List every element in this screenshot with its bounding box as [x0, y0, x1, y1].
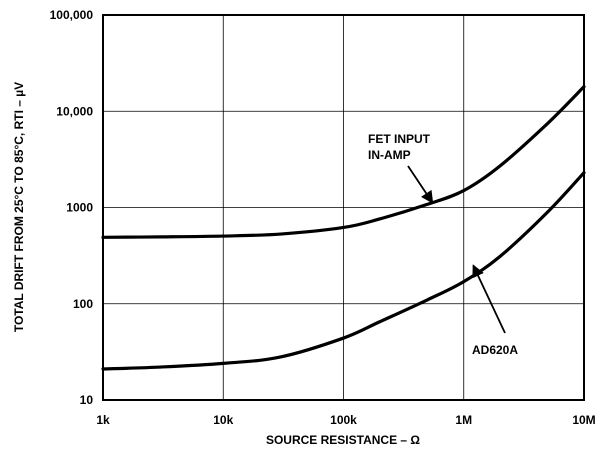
y-tick-label: 100 [73, 297, 93, 311]
x-axis-title: SOURCE RESISTANCE – Ω [266, 433, 420, 447]
y-axis-title: TOTAL DRIFT FROM 25°C TO 85°C, RTI – µV [12, 82, 26, 332]
tick-labels: 1k 10k 100k 1M 10M 10 100 1000 10,000 100,000 [50, 8, 596, 427]
annotation-arrow [407, 165, 434, 204]
series-line-1 [101, 171, 586, 371]
y-tick-label: 10 [80, 393, 94, 407]
y-tick-label: 100,000 [50, 8, 94, 22]
x-tick-label: 1k [96, 413, 110, 427]
y-tick-label: 1000 [66, 201, 93, 215]
x-tick-label: 10M [572, 413, 595, 427]
grid-lines [103, 15, 584, 400]
x-tick-label: 1M [455, 413, 472, 427]
annotation-label: FET INPUT [368, 132, 431, 146]
x-tick-label: 100k [330, 413, 357, 427]
plot-frame [102, 14, 585, 401]
annotation-arrow [472, 264, 506, 334]
annotation-label: AD620A [472, 343, 518, 357]
x-tick-label: 10k [213, 413, 233, 427]
y-tick-label: 10,000 [56, 104, 93, 118]
curve-layer [101, 85, 586, 371]
series-line-0 [101, 85, 586, 239]
annotation-layer: FET INPUT IN-AMP AD620A [368, 132, 518, 357]
annotation-label: IN-AMP [368, 148, 411, 162]
